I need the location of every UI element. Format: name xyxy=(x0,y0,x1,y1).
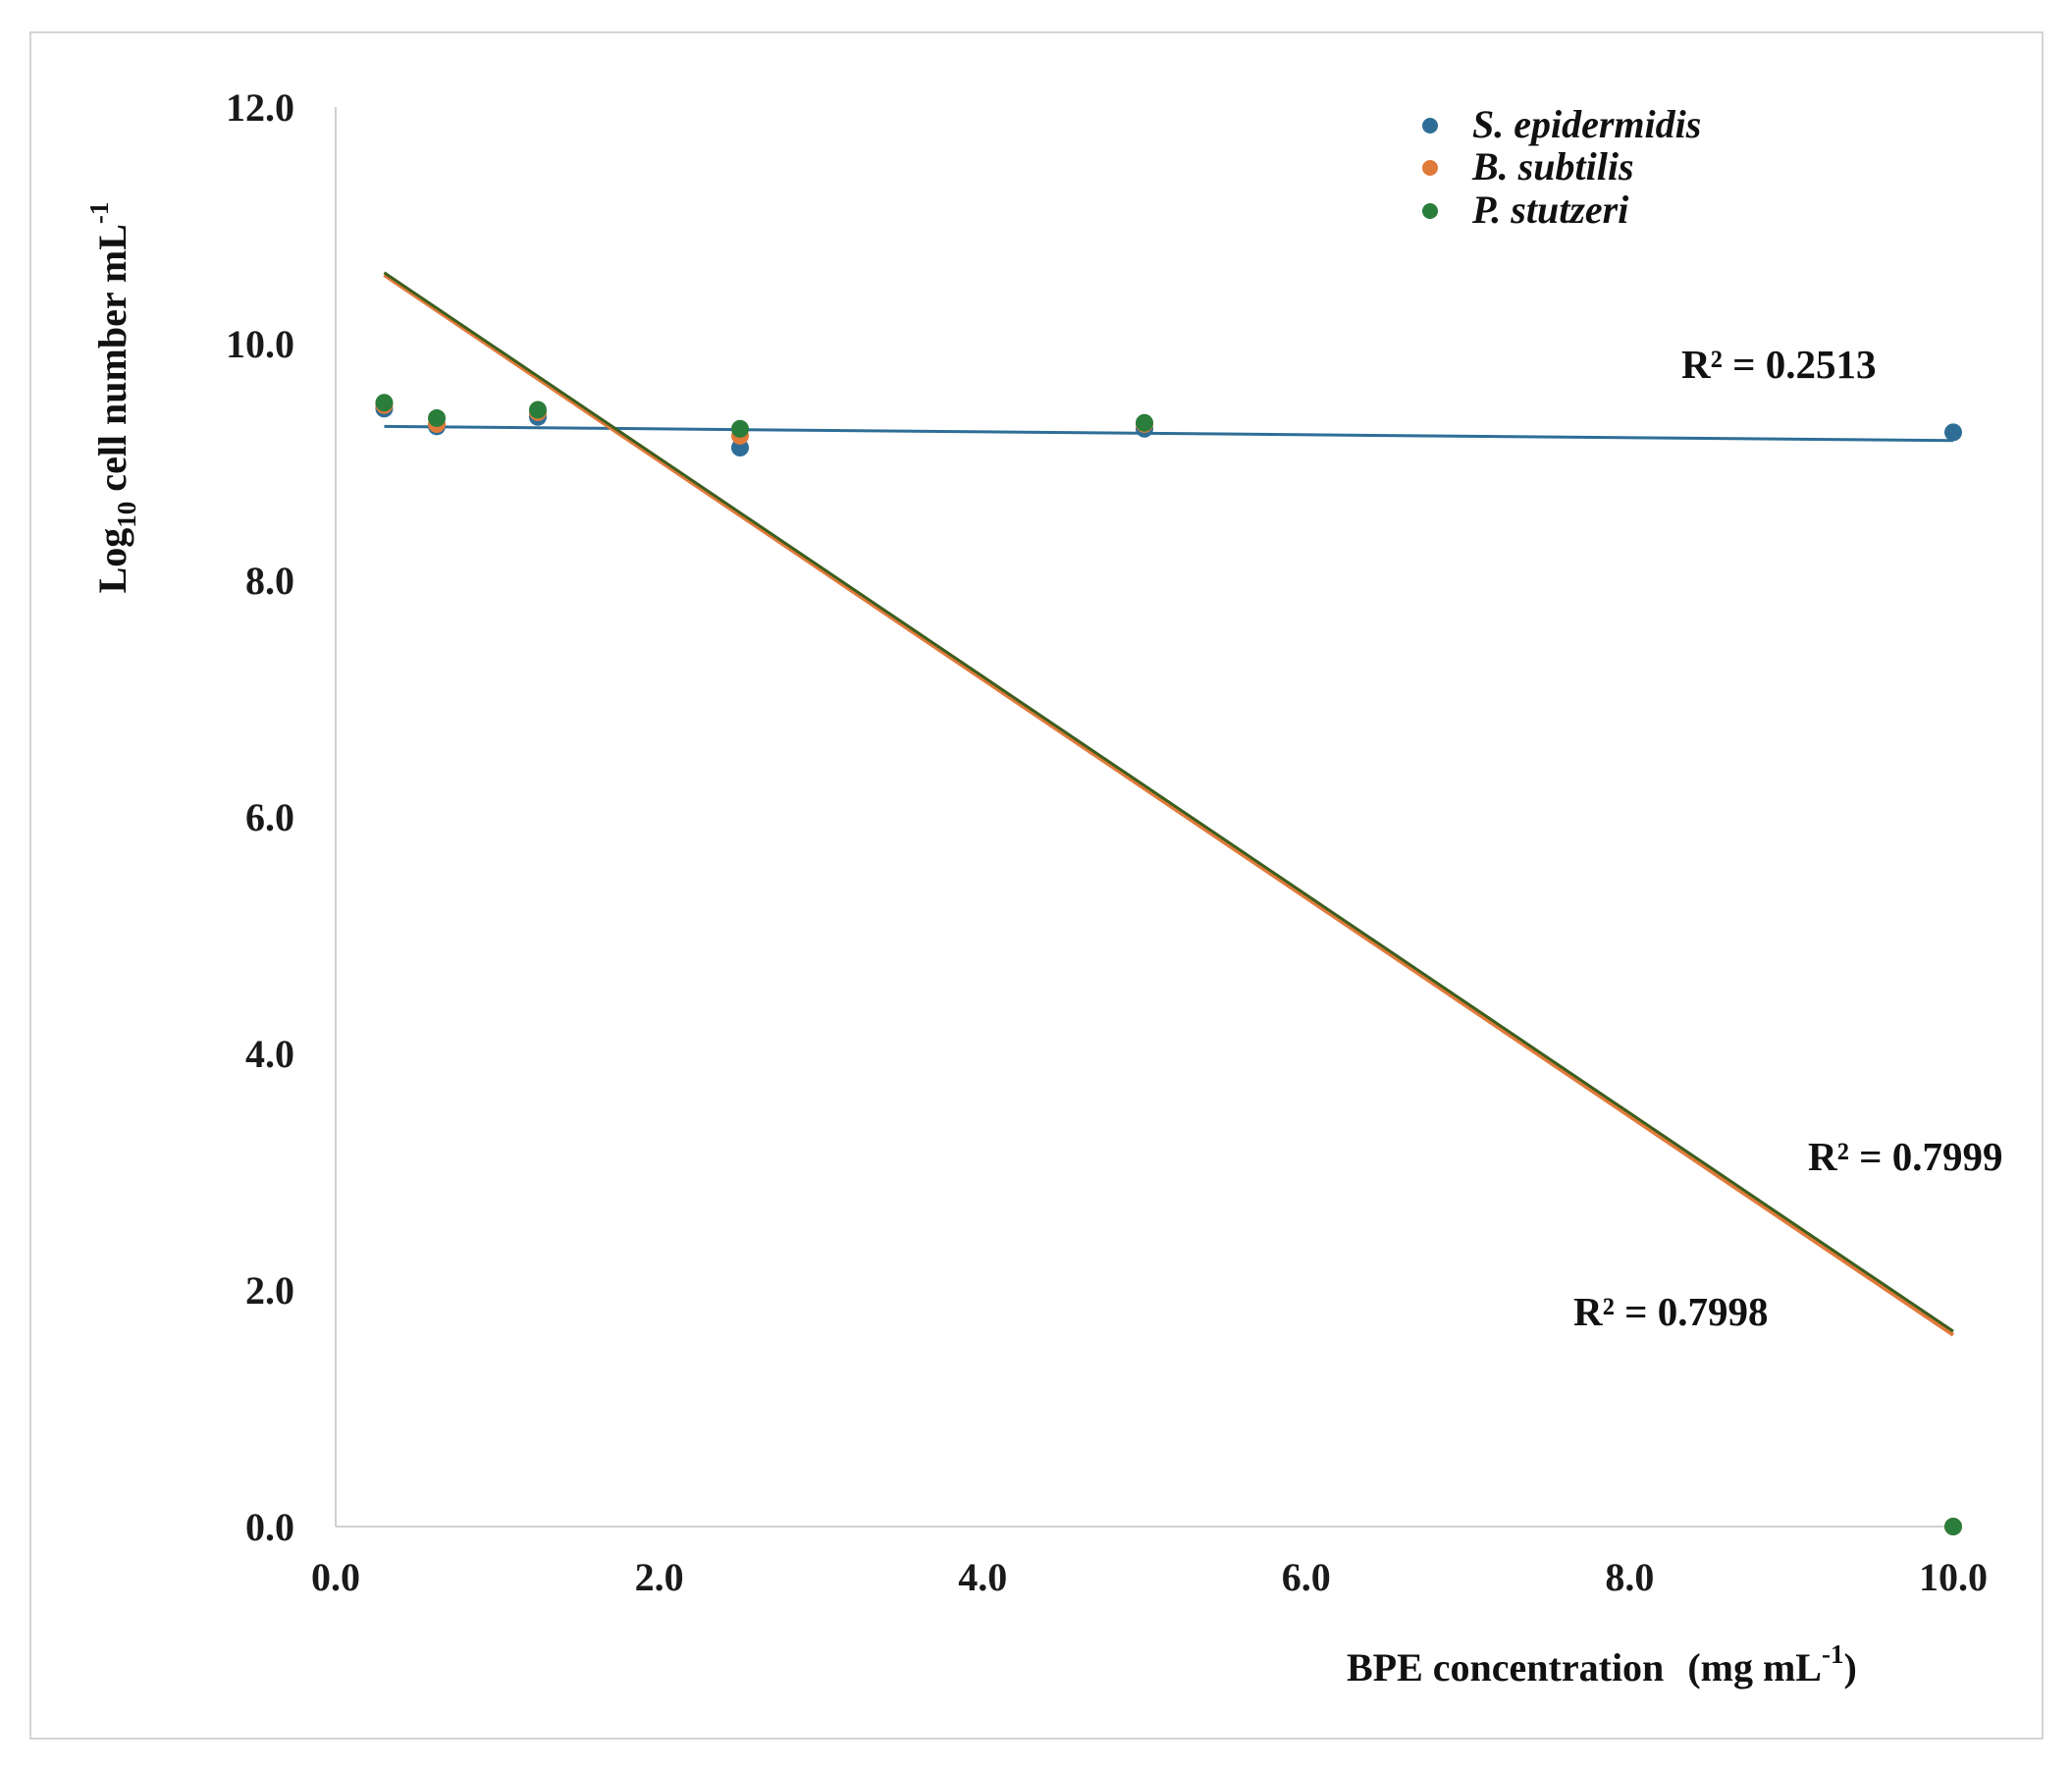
axes xyxy=(335,107,1953,1528)
y-tick-label: 8.0 xyxy=(245,559,294,603)
x-tick-labels: 0.0 2.0 4.0 6.0 8.0 10.0 xyxy=(311,1555,1988,1599)
data-point-p-stutzeri xyxy=(1944,1518,1962,1535)
y-tick-labels: 0.0 2.0 4.0 6.0 8.0 10.0 12.0 xyxy=(226,85,294,1549)
data-points xyxy=(375,394,1962,1535)
legend-label-s-epidermidis: S. epidermidis xyxy=(1472,102,1701,146)
x-tick-label: 6.0 xyxy=(1282,1555,1331,1599)
data-point-s-epidermidis xyxy=(1944,423,1962,442)
data-point-p-stutzeri xyxy=(428,408,446,427)
y-tick-label: 4.0 xyxy=(245,1032,294,1076)
r2-label-b-subtilis: R² = 0.7998 xyxy=(1573,1289,1769,1334)
data-point-p-stutzeri xyxy=(1136,413,1153,432)
trendlines xyxy=(383,271,1955,1337)
legend-marker-p-stutzeri xyxy=(1422,203,1438,219)
y-tick-label: 12.0 xyxy=(226,85,294,130)
chart-frame xyxy=(29,31,2044,1740)
y-tick-label: 10.0 xyxy=(226,322,294,366)
y-tick-label: 2.0 xyxy=(245,1268,294,1313)
x-tick-label: 10.0 xyxy=(1919,1555,1988,1599)
data-point-p-stutzeri xyxy=(731,419,749,438)
data-point-p-stutzeri xyxy=(375,394,394,412)
x-tick-label: 8.0 xyxy=(1605,1555,1654,1599)
legend: S. epidermidis B. subtilis P. stutzeri xyxy=(1422,102,1701,232)
legend-marker-b-subtilis xyxy=(1422,160,1438,176)
legend-label-b-subtilis: B. subtilis xyxy=(1471,144,1634,188)
x-tick-label: 0.0 xyxy=(311,1555,360,1599)
r2-label-s-epidermidis: R² = 0.2513 xyxy=(1681,342,1877,387)
y-axis-title: Log10 cell number mL-1 xyxy=(84,202,141,594)
trendline-b-subtilis xyxy=(383,273,1955,1337)
r2-label-p-stutzeri: R² = 0.7999 xyxy=(1808,1134,2003,1179)
trendline-s-epidermidis xyxy=(384,424,1954,443)
x-tick-label: 4.0 xyxy=(958,1555,1007,1599)
data-point-p-stutzeri xyxy=(529,401,547,419)
trendline-p-stutzeri xyxy=(383,271,1954,1333)
legend-marker-s-epidermidis xyxy=(1422,118,1438,134)
x-axis-title: BPE concentration (mg mL-1) xyxy=(1347,1639,1857,1690)
y-tick-label: 0.0 xyxy=(245,1505,294,1549)
y-tick-label: 6.0 xyxy=(245,795,294,839)
legend-label-p-stutzeri: P. stutzeri xyxy=(1471,188,1628,232)
x-tick-label: 2.0 xyxy=(635,1555,684,1599)
